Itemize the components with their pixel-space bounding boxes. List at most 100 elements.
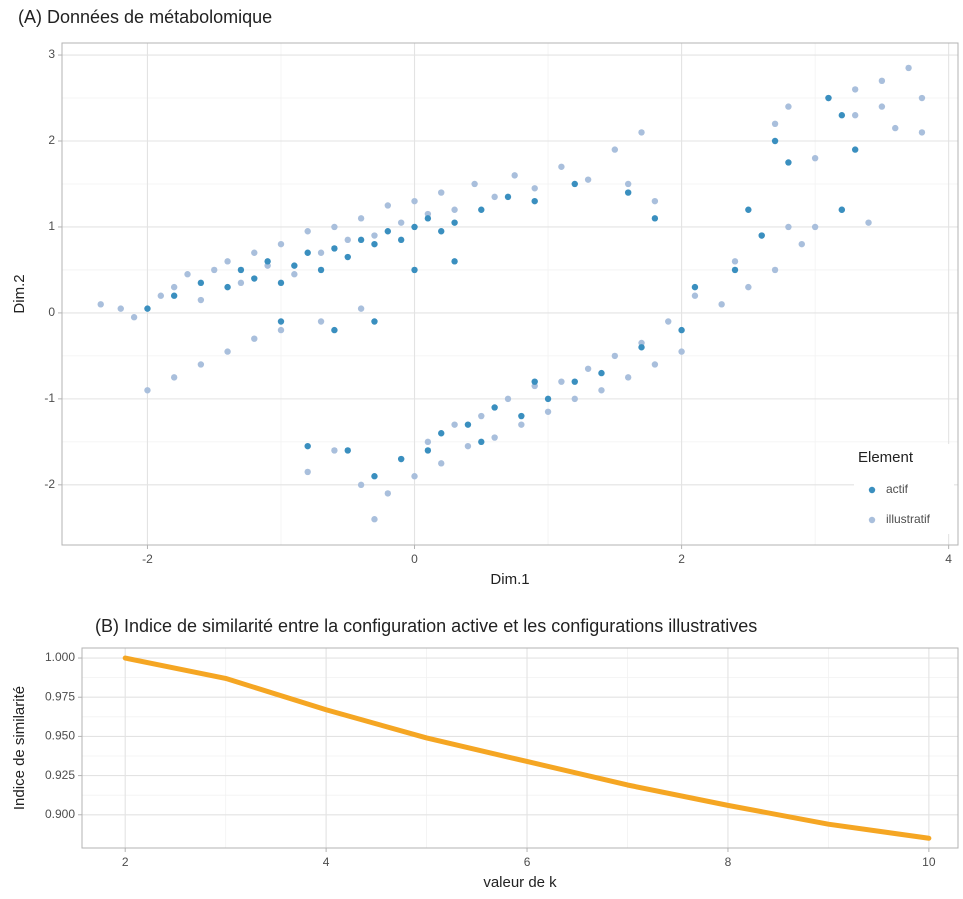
point [144, 387, 151, 394]
point [317, 266, 325, 274]
point [611, 352, 619, 360]
point [237, 279, 245, 287]
x-axis-label: Dim.1 [490, 571, 529, 588]
y-axis-label: Dim.2 [11, 274, 28, 313]
point [478, 206, 485, 213]
point [331, 326, 338, 334]
point [598, 387, 605, 394]
point [478, 438, 485, 446]
point [798, 240, 805, 248]
point [491, 404, 498, 411]
point [304, 468, 311, 476]
point [571, 180, 578, 188]
point [291, 271, 298, 278]
point [624, 374, 632, 381]
point [478, 412, 485, 420]
point [224, 283, 231, 291]
point [438, 430, 445, 437]
point [504, 395, 512, 403]
point [892, 124, 899, 132]
point [397, 219, 405, 226]
x-tick-label: 2 [122, 855, 129, 869]
point [384, 228, 392, 235]
point [411, 223, 418, 231]
point [785, 103, 792, 110]
point [371, 240, 378, 248]
point [251, 249, 258, 256]
point [464, 442, 472, 450]
point [344, 236, 351, 244]
plot-background [62, 43, 958, 545]
point [811, 154, 819, 162]
x-tick-label: 10 [922, 855, 936, 869]
point [317, 318, 325, 325]
point [771, 137, 779, 145]
point [531, 185, 538, 192]
point [424, 438, 432, 446]
point [411, 266, 418, 274]
point [651, 197, 659, 205]
point [825, 94, 832, 102]
point [331, 447, 338, 454]
point [838, 112, 846, 119]
point [211, 266, 218, 274]
point [571, 395, 578, 403]
point [277, 240, 285, 248]
point [571, 378, 578, 385]
x-axis-label: valeur de k [483, 874, 557, 891]
point [544, 408, 552, 415]
point [851, 146, 859, 153]
point [771, 120, 779, 128]
point [397, 455, 405, 463]
point [371, 318, 378, 325]
point [438, 228, 445, 235]
point [665, 318, 672, 325]
point [357, 481, 365, 489]
point [451, 206, 458, 213]
point [678, 348, 685, 355]
legend-marker [868, 486, 876, 494]
point [558, 163, 565, 170]
point [224, 348, 231, 355]
point [491, 193, 498, 201]
point [357, 215, 365, 222]
point [491, 434, 498, 441]
point [838, 206, 846, 213]
point [504, 193, 512, 201]
point [771, 266, 779, 274]
point [731, 258, 739, 265]
point [785, 223, 792, 231]
point [691, 283, 699, 291]
point [691, 292, 699, 299]
point [598, 369, 605, 377]
point [357, 305, 365, 312]
point [371, 516, 378, 523]
point [317, 249, 325, 256]
x-tick-label: 2 [678, 552, 685, 566]
point [905, 64, 912, 72]
point [731, 266, 739, 274]
y-tick-label: -2 [44, 477, 55, 491]
point [745, 206, 752, 213]
point [651, 215, 659, 222]
point [758, 232, 765, 239]
line [122, 655, 932, 841]
point [411, 473, 418, 480]
point [471, 180, 478, 188]
y-tick-label: -1 [44, 391, 55, 405]
point [878, 103, 886, 110]
point [237, 266, 245, 274]
point [304, 442, 311, 450]
legend-label: actif [886, 482, 909, 496]
chart-title: (B) Indice de similarité entre la config… [95, 616, 757, 636]
plot-border [61, 42, 959, 546]
y-tick-label: 3 [48, 47, 55, 61]
point [438, 460, 445, 467]
point [197, 361, 205, 368]
point [785, 159, 792, 166]
point [851, 112, 859, 119]
point [277, 279, 285, 287]
point [544, 395, 552, 403]
x-tick-label: -2 [142, 552, 153, 566]
point [811, 223, 819, 231]
